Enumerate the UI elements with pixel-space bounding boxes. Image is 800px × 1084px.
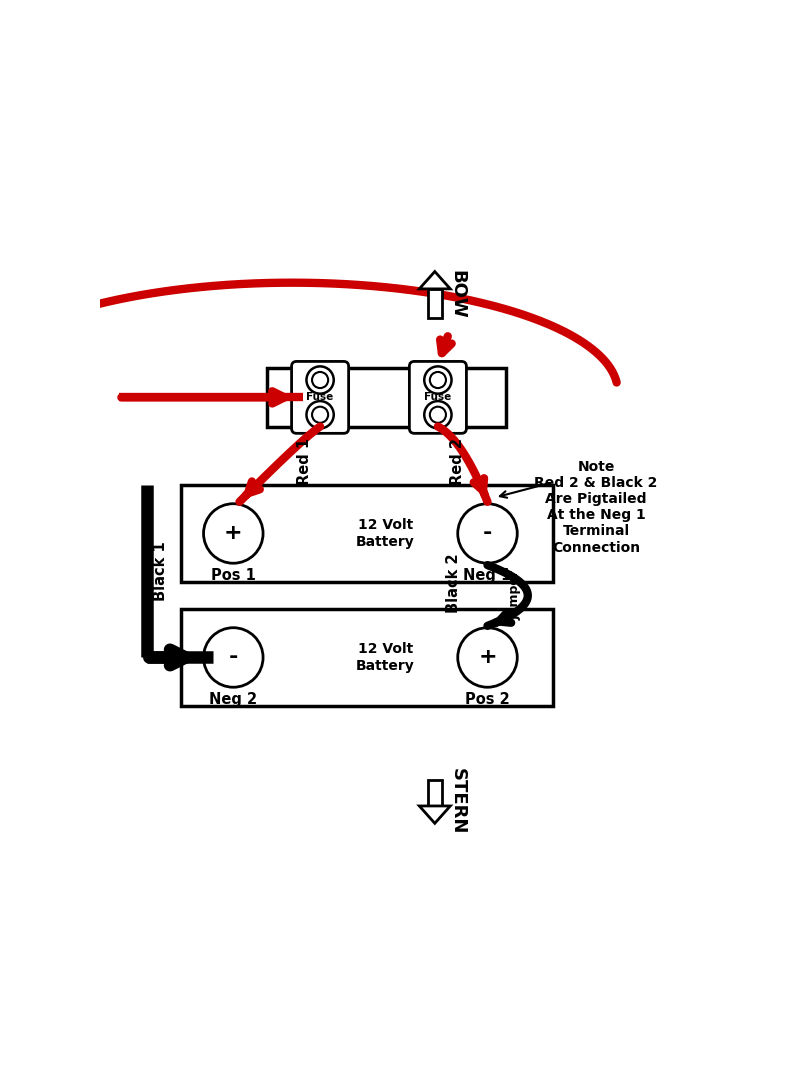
FancyBboxPatch shape (181, 486, 553, 581)
Text: -: - (229, 647, 238, 668)
FancyBboxPatch shape (267, 367, 506, 426)
FancyBboxPatch shape (428, 779, 442, 806)
FancyBboxPatch shape (428, 288, 442, 318)
Text: +: + (224, 524, 242, 543)
Text: Fuse: Fuse (306, 392, 334, 402)
Text: Black 2: Black 2 (446, 553, 461, 612)
Text: Pos 2: Pos 2 (465, 693, 510, 707)
Polygon shape (419, 271, 450, 288)
Text: +: + (478, 647, 497, 668)
Text: Red 2: Red 2 (450, 438, 466, 485)
Text: Jumper: Jumper (509, 570, 522, 620)
Text: Black 1: Black 1 (153, 542, 168, 602)
FancyBboxPatch shape (410, 361, 466, 434)
Text: -: - (483, 524, 492, 543)
Text: BOW: BOW (449, 270, 466, 319)
Text: STERN: STERN (449, 769, 466, 835)
Text: Fuse: Fuse (424, 392, 451, 402)
Text: Pos 1: Pos 1 (211, 568, 256, 583)
Text: Note
Red 2 & Black 2
Are Pigtailed
At the Neg 1
Terminal
Connection: Note Red 2 & Black 2 Are Pigtailed At th… (534, 460, 658, 555)
Text: 12 Volt
Battery: 12 Volt Battery (356, 643, 414, 672)
FancyBboxPatch shape (181, 609, 553, 706)
FancyBboxPatch shape (291, 361, 349, 434)
Polygon shape (419, 806, 450, 824)
Text: Red 1: Red 1 (297, 438, 312, 485)
Text: 12 Volt
Battery: 12 Volt Battery (356, 518, 414, 549)
Text: Neg 2: Neg 2 (210, 693, 258, 707)
Text: Neg 1: Neg 1 (463, 568, 512, 583)
